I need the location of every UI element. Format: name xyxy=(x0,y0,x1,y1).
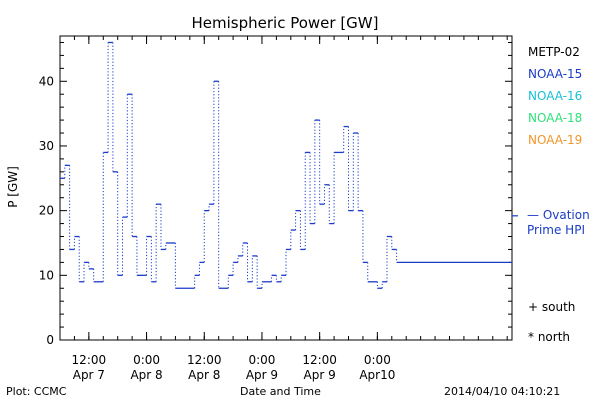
series-layer xyxy=(60,41,512,289)
x-tick-label-time: 12:00 xyxy=(302,353,337,367)
footer-x-title: Date and Time xyxy=(240,385,321,398)
y-axis-label: P [GW] xyxy=(6,166,20,208)
x-tick-label-time: 0:00 xyxy=(248,353,275,367)
x-tick-label-date: Apr 8 xyxy=(188,368,220,382)
legend-entry: NOAA-19 xyxy=(528,133,583,147)
x-tick-label-time: 12:00 xyxy=(187,353,222,367)
y-tick-label: 30 xyxy=(39,139,54,153)
chart-title: Hemispheric Power [GW] xyxy=(192,14,379,32)
x-tick-label-date: Apr 9 xyxy=(246,368,278,382)
x-tick-label-time: 0:00 xyxy=(364,353,391,367)
footer-timestamp: 2014/04/10 04:10:21 xyxy=(444,385,561,398)
footer-credit: Plot: CCMC xyxy=(6,385,67,398)
x-tick-label-date: Apr 7 xyxy=(73,368,105,382)
legend-entry: NOAA-18 xyxy=(528,111,583,125)
x-tick-label-date: Apr10 xyxy=(359,368,395,382)
marker-legend-entry: * north xyxy=(528,330,571,344)
y-tick-label: 40 xyxy=(39,74,54,88)
legend-entry: NOAA-16 xyxy=(528,89,583,103)
x-tick-label-time: 0:00 xyxy=(133,353,160,367)
plot-frame xyxy=(59,35,513,341)
y-tick-label: 10 xyxy=(39,268,54,282)
x-tick-label-date: Apr 8 xyxy=(130,368,162,382)
x-tick-label-date: Apr 9 xyxy=(304,368,336,382)
x-tick-label-time: 12:00 xyxy=(72,353,107,367)
legend-entry: NOAA-15 xyxy=(528,67,583,81)
y-tick-label: 0 xyxy=(46,333,54,347)
ovation-label: — Ovation xyxy=(527,208,590,222)
y-tick-label: 20 xyxy=(39,204,54,218)
ovation-label: Prime HPI xyxy=(527,223,585,237)
legend-entry: METP-02 xyxy=(528,45,580,59)
marker-legend-entry: + south xyxy=(528,300,576,314)
